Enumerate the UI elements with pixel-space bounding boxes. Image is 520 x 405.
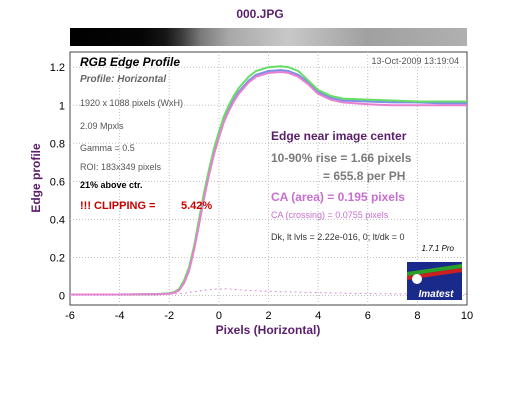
- rise-distance: 10-90% rise = 1.66 pixels: [271, 151, 412, 165]
- edge-image-strip: [70, 28, 467, 46]
- x-tick-label: 2: [265, 310, 271, 322]
- ca-crossing: CA (crossing) = 0.0755 pixels: [271, 210, 389, 220]
- info-gamma: Gamma = 0.5: [80, 143, 135, 153]
- y-tick-label: 0: [59, 290, 65, 302]
- clipping-value: 5.42%: [181, 200, 212, 212]
- y-tick-label: 0.4: [50, 214, 65, 226]
- window-title: 000.JPG: [236, 7, 283, 21]
- logo-text: Imatest: [418, 289, 454, 300]
- rise-per-ph: = 655.8 per PH: [323, 169, 405, 183]
- info-pixels: 1920 x 1088 pixels (WxH): [80, 98, 183, 108]
- timestamp: 13-Oct-2009 13:19:04: [371, 56, 459, 66]
- x-tick-label: 10: [461, 310, 473, 322]
- y-tick-label: 0.6: [50, 176, 65, 188]
- y-tick-label: 0.8: [50, 138, 65, 150]
- x-tick-label: -6: [65, 310, 75, 322]
- x-tick-label: 6: [365, 310, 371, 322]
- imatest-logo: Imatest: [407, 262, 462, 300]
- x-tick-label: 0: [216, 310, 222, 322]
- edge-location: Edge near image center: [271, 129, 407, 143]
- dark-light-levels: Dk, lt lvls = 2.22e-016, 0; lt/dk = 0: [271, 232, 405, 242]
- version-label: 1.7.1 Pro: [422, 244, 455, 253]
- series-line-3: [70, 288, 467, 295]
- x-tick-label: -4: [115, 310, 125, 322]
- x-tick-label: 4: [315, 310, 321, 322]
- axis-ticks: -6 -4 -2 0 2 4 6 8 10 0 0.2 0.4 0.6 0.8 1 1.2: [50, 62, 473, 322]
- y-tick-label: 1: [59, 100, 65, 112]
- x-axis-label: Pixels (Horizontal): [216, 323, 321, 337]
- chart-title: RGB Edge Profile: [80, 55, 180, 69]
- y-tick-label: 1.2: [50, 62, 65, 74]
- series-line-1: [70, 65, 467, 296]
- series-lines: [70, 65, 467, 296]
- series-line-2: [70, 71, 467, 296]
- y-axis-label: Edge profile: [29, 143, 43, 213]
- x-tick-label: -2: [164, 310, 174, 322]
- info-mpxls: 2.09 Mpxls: [80, 121, 124, 131]
- ca-area: CA (area) = 0.195 pixels: [271, 190, 405, 204]
- clipping-label: !!! CLIPPING =: [80, 200, 155, 212]
- chart-subtitle: Profile: Horizontal: [80, 74, 166, 85]
- info-roi: ROI: 183x349 pixels: [80, 162, 162, 172]
- y-tick-label: 0.2: [50, 252, 65, 264]
- info-above: 21% above ctr.: [80, 180, 143, 190]
- x-tick-label: 8: [414, 310, 420, 322]
